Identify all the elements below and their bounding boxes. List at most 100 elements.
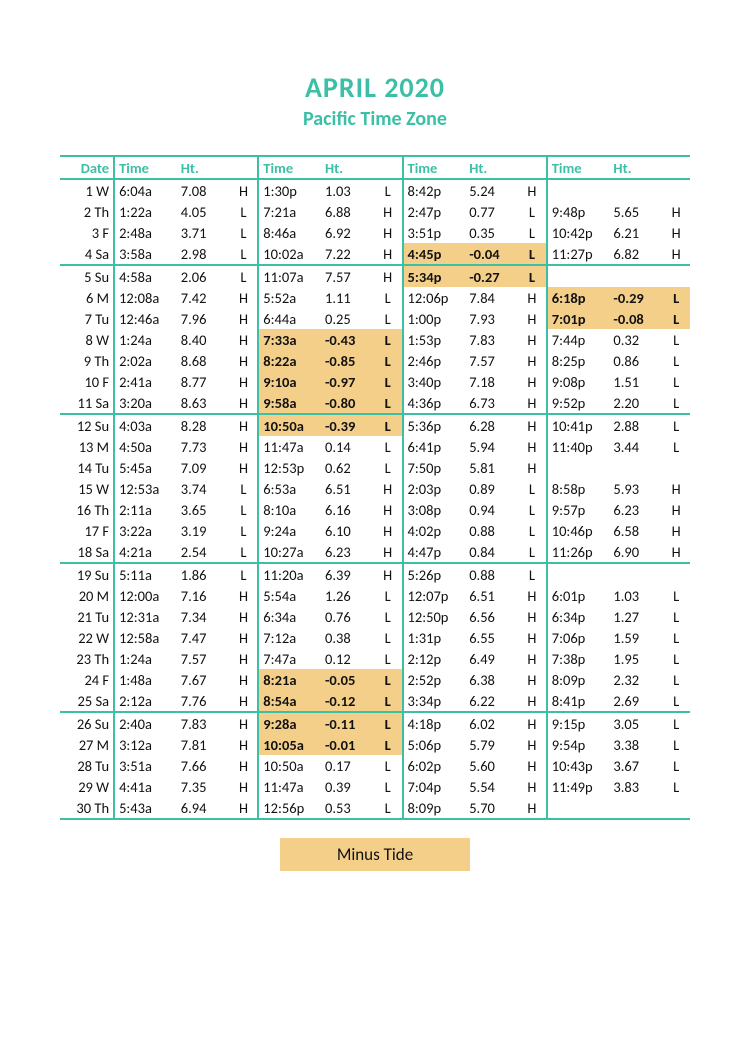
height-cell xyxy=(611,797,662,819)
time-cell: 10:41p xyxy=(547,414,612,436)
time-cell: 3:34p xyxy=(403,690,468,712)
hl-cell: H xyxy=(662,541,690,563)
height-cell: 6.10 xyxy=(323,520,374,541)
time-cell: 12:56p xyxy=(258,797,323,819)
height-cell: 5.54 xyxy=(467,776,518,797)
time-cell: 2:11a xyxy=(114,499,179,520)
height-cell: 3.67 xyxy=(611,755,662,776)
hl-cell: L xyxy=(374,712,403,734)
hl-cell: H xyxy=(518,414,547,436)
time-cell: 7:38p xyxy=(547,648,612,669)
hl-cell: L xyxy=(518,478,547,499)
time-cell: 3:40p xyxy=(403,371,468,392)
height-cell: 7.57 xyxy=(323,265,374,287)
date-cell: 9 Th xyxy=(60,350,114,371)
height-cell: 6.88 xyxy=(323,201,374,222)
hl-cell: L xyxy=(374,734,403,755)
hl-cell: L xyxy=(374,669,403,690)
time-cell: 2:12a xyxy=(114,690,179,712)
time-cell: 12:53a xyxy=(114,478,179,499)
time-cell: 1:53p xyxy=(403,329,468,350)
hl-cell: L xyxy=(662,350,690,371)
time-cell: 11:49p xyxy=(547,776,612,797)
height-cell: 1.03 xyxy=(611,585,662,606)
hl-cell: L xyxy=(662,712,690,734)
hl-cell: H xyxy=(230,734,259,755)
time-cell: 4:18p xyxy=(403,712,468,734)
height-cell: 4.05 xyxy=(179,201,230,222)
time-cell: 11:47a xyxy=(258,436,323,457)
hl-cell: H xyxy=(230,371,259,392)
date-cell: 28 Tu xyxy=(60,755,114,776)
hl-cell: L xyxy=(230,265,259,287)
table-row: 17 F3:22a3.19L9:24a6.10H4:02p0.88L10:46p… xyxy=(60,520,690,541)
hl-cell: L xyxy=(374,755,403,776)
tide-table: Date Time Ht. Time Ht. Time Ht. Time Ht.… xyxy=(60,155,690,820)
hl-cell: H xyxy=(518,457,547,478)
time-cell: 9:24a xyxy=(258,520,323,541)
time-cell xyxy=(547,179,612,201)
height-cell: 6.56 xyxy=(467,606,518,627)
height-cell: 7.83 xyxy=(179,712,230,734)
height-cell: 1.03 xyxy=(323,179,374,201)
hl-cell: H xyxy=(374,520,403,541)
time-cell: 7:44p xyxy=(547,329,612,350)
time-cell: 2:47p xyxy=(403,201,468,222)
hl-cell: L xyxy=(374,371,403,392)
time-cell: 3:51p xyxy=(403,222,468,243)
time-cell xyxy=(547,563,612,585)
height-cell: -0.29 xyxy=(611,287,662,308)
time-cell: 5:36p xyxy=(403,414,468,436)
time-cell: 9:10a xyxy=(258,371,323,392)
height-cell: 0.84 xyxy=(467,541,518,563)
hl-cell: H xyxy=(518,712,547,734)
height-cell: 7.34 xyxy=(179,606,230,627)
date-cell: 21 Tu xyxy=(60,606,114,627)
time-cell: 6:18p xyxy=(547,287,612,308)
time-cell: 5:43a xyxy=(114,797,179,819)
time-cell: 8:54a xyxy=(258,690,323,712)
height-cell: 6.55 xyxy=(467,627,518,648)
date-cell: 24 F xyxy=(60,669,114,690)
time-cell: 6:34a xyxy=(258,606,323,627)
height-cell: 5.60 xyxy=(467,755,518,776)
time-cell: 2:12p xyxy=(403,648,468,669)
time-cell: 4:50a xyxy=(114,436,179,457)
hl-cell: L xyxy=(374,606,403,627)
table-row: 25 Sa2:12a7.76H8:54a-0.12L3:34p6.22H8:41… xyxy=(60,690,690,712)
time-cell: 6:44a xyxy=(258,308,323,329)
table-row: 28 Tu3:51a7.66H10:50a0.17L6:02p5.60H10:4… xyxy=(60,755,690,776)
height-cell: 6.28 xyxy=(467,414,518,436)
table-row: 7 Tu12:46a7.96H6:44a0.25L1:00p7.93H7:01p… xyxy=(60,308,690,329)
time-cell: 10:27a xyxy=(258,541,323,563)
header-hl-3 xyxy=(518,156,547,179)
height-cell: 8.68 xyxy=(179,350,230,371)
height-cell: 5.79 xyxy=(467,734,518,755)
hl-cell: H xyxy=(662,201,690,222)
hl-cell: L xyxy=(374,350,403,371)
height-cell: -0.80 xyxy=(323,392,374,414)
table-row: 6 M12:08a7.42H5:52a1.11L12:06p7.84H6:18p… xyxy=(60,287,690,308)
height-cell: 7.09 xyxy=(179,457,230,478)
height-cell: 0.86 xyxy=(611,350,662,371)
height-cell: 0.35 xyxy=(467,222,518,243)
date-cell: 25 Sa xyxy=(60,690,114,712)
hl-cell: H xyxy=(230,329,259,350)
time-cell xyxy=(547,797,612,819)
hl-cell: L xyxy=(374,457,403,478)
time-cell: 1:48a xyxy=(114,669,179,690)
hl-cell: H xyxy=(518,690,547,712)
hl-cell: H xyxy=(230,392,259,414)
date-cell: 6 M xyxy=(60,287,114,308)
time-cell: 6:04a xyxy=(114,179,179,201)
time-cell: 3:51a xyxy=(114,755,179,776)
table-row: 26 Su2:40a7.83H9:28a-0.11L4:18p6.02H9:15… xyxy=(60,712,690,734)
time-cell: 12:50p xyxy=(403,606,468,627)
table-row: 1 W6:04a7.08H1:30p1.03L8:42p5.24H xyxy=(60,179,690,201)
hl-cell: L xyxy=(518,499,547,520)
time-cell: 1:24a xyxy=(114,329,179,350)
date-cell: 27 M xyxy=(60,734,114,755)
hl-cell: L xyxy=(662,755,690,776)
time-cell: 1:31p xyxy=(403,627,468,648)
header-time-1: Time xyxy=(114,156,179,179)
